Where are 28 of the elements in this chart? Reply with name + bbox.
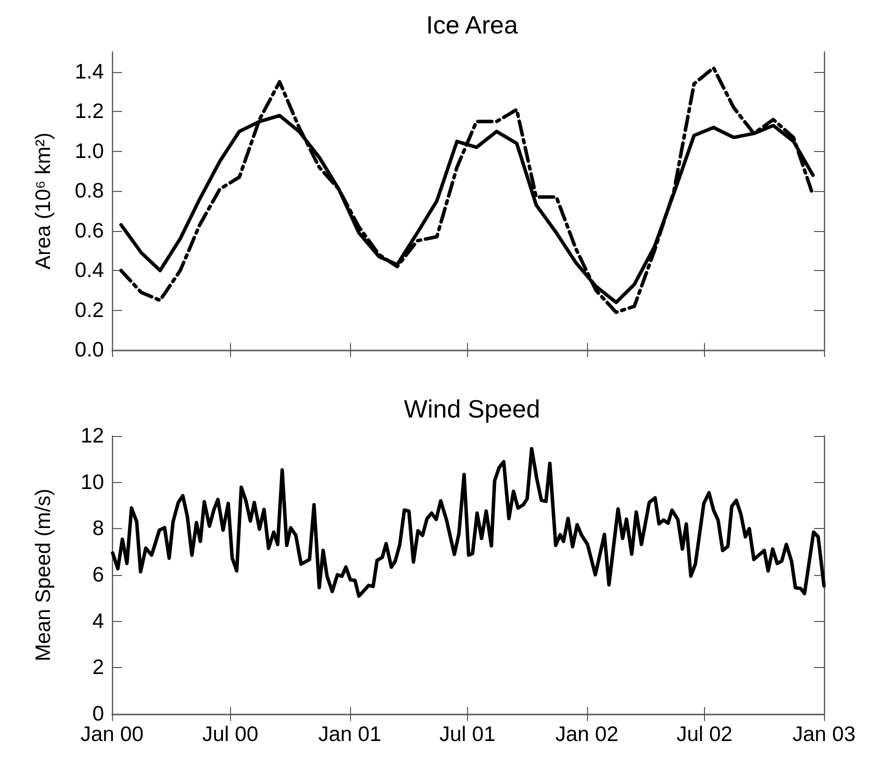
line-series <box>119 66 815 314</box>
y-tick-label: 12 <box>80 424 104 448</box>
y-tick-label: 2 <box>92 656 104 680</box>
chart-title: Ice Area <box>426 12 518 40</box>
y-axis-title: Mean Speed (m/s) <box>32 488 55 662</box>
y-tick-label: 1.0 <box>74 140 104 163</box>
y-tick-label: 0.2 <box>74 298 104 322</box>
y-tick-label: 8 <box>92 517 104 540</box>
y-tick-label: 6 <box>92 564 104 586</box>
y-tick-label: 0.4 <box>74 259 104 282</box>
x-tick-label: Jan 00 <box>80 723 144 746</box>
x-tick-label: Jan 02 <box>555 723 618 746</box>
y-tick-label: 0.6 <box>74 219 104 242</box>
y-tick-label: 10 <box>80 470 104 494</box>
x-tick-label: Jan 03 <box>792 723 856 746</box>
y-tick-label: 0.0 <box>74 338 104 362</box>
chart-title: Wind Speed <box>404 396 540 424</box>
y-tick-label: 1.4 <box>74 60 104 84</box>
x-tick-label: Jul 02 <box>676 723 732 746</box>
y-tick-label: 0.8 <box>74 180 104 203</box>
x-tick-label: Jul 00 <box>202 723 258 746</box>
x-tick-label: Jul 01 <box>439 723 496 746</box>
y-tick-label: 0 <box>92 702 104 726</box>
y-tick-label: 1.2 <box>74 100 104 124</box>
line-series <box>110 446 826 598</box>
y-axis-title: Area (10⁶ km²) <box>32 132 55 270</box>
x-tick-label: Jan 01 <box>318 723 382 746</box>
y-tick-label: 4 <box>92 610 104 633</box>
